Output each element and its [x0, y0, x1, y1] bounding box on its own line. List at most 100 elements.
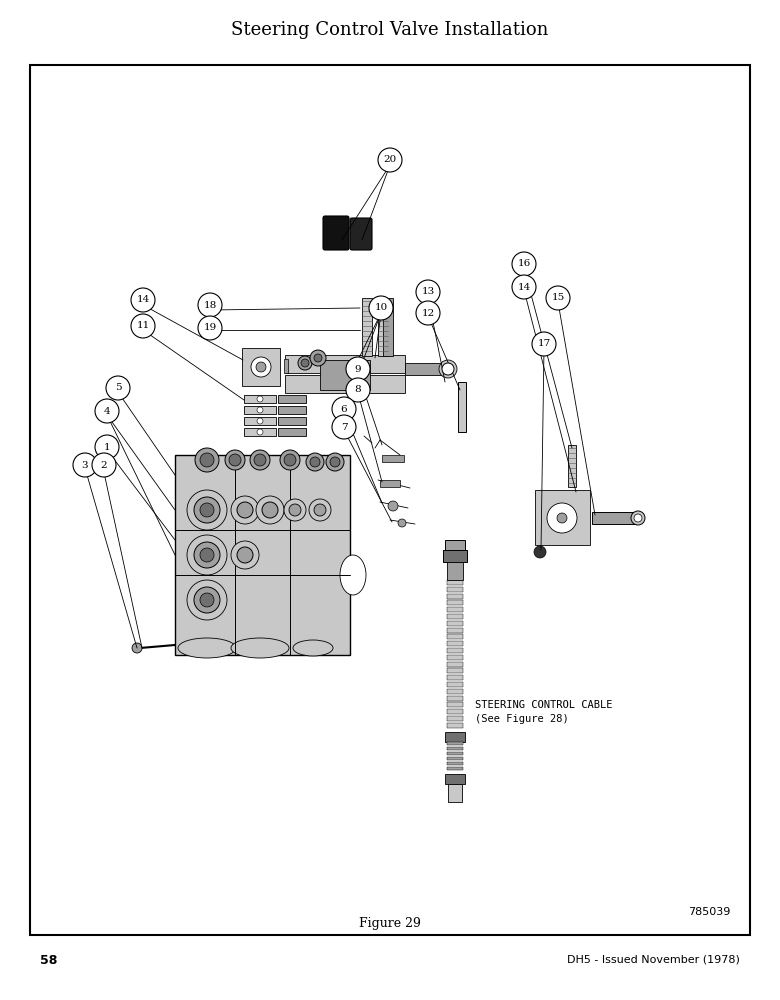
Circle shape — [330, 457, 340, 467]
Circle shape — [257, 429, 263, 435]
Bar — [447, 709, 463, 714]
Bar — [447, 702, 463, 707]
FancyBboxPatch shape — [350, 218, 372, 250]
Text: 6: 6 — [341, 404, 347, 414]
Circle shape — [237, 502, 253, 518]
Circle shape — [634, 514, 642, 522]
Circle shape — [309, 499, 331, 521]
Circle shape — [187, 490, 227, 530]
Circle shape — [237, 547, 253, 563]
Bar — [447, 668, 463, 673]
Circle shape — [284, 499, 306, 521]
Circle shape — [346, 357, 370, 381]
Bar — [383, 298, 393, 356]
Bar — [447, 762, 463, 765]
Circle shape — [106, 376, 130, 400]
Text: 13: 13 — [421, 288, 434, 296]
Circle shape — [256, 496, 284, 524]
Circle shape — [225, 450, 245, 470]
Circle shape — [198, 316, 222, 340]
Bar — [405, 363, 445, 375]
Bar — [320, 360, 370, 390]
Circle shape — [131, 314, 155, 338]
Bar — [447, 747, 463, 750]
Circle shape — [298, 356, 312, 370]
Text: 19: 19 — [204, 324, 217, 332]
Bar — [447, 648, 463, 653]
Circle shape — [512, 275, 536, 299]
Circle shape — [442, 363, 454, 375]
Circle shape — [354, 364, 362, 372]
Bar — [285, 375, 405, 393]
Circle shape — [73, 453, 97, 477]
Bar — [447, 689, 463, 694]
Circle shape — [231, 541, 259, 569]
Circle shape — [284, 454, 296, 466]
Circle shape — [416, 301, 440, 325]
Bar — [447, 600, 463, 605]
Bar — [447, 696, 463, 701]
Circle shape — [310, 457, 320, 467]
Bar — [382, 455, 404, 462]
Circle shape — [369, 296, 393, 320]
Circle shape — [257, 396, 263, 402]
Bar — [445, 774, 465, 784]
Text: 1: 1 — [104, 442, 110, 452]
Circle shape — [198, 293, 222, 317]
Text: Figure 29: Figure 29 — [359, 918, 421, 930]
Bar — [447, 662, 463, 667]
Text: 7: 7 — [341, 422, 347, 432]
Bar — [285, 355, 405, 373]
Text: STEERING CONTROL CABLE
(See Figure 28): STEERING CONTROL CABLE (See Figure 28) — [475, 700, 612, 724]
Ellipse shape — [178, 638, 236, 658]
Circle shape — [95, 435, 119, 459]
Circle shape — [200, 503, 214, 517]
Bar — [378, 298, 388, 356]
Circle shape — [416, 280, 440, 304]
Circle shape — [262, 502, 278, 518]
Circle shape — [229, 454, 241, 466]
Circle shape — [534, 546, 546, 558]
Bar — [535, 490, 590, 545]
Bar — [362, 298, 372, 356]
Text: 785039: 785039 — [688, 907, 730, 917]
Circle shape — [532, 332, 556, 356]
Text: 20: 20 — [384, 155, 396, 164]
Circle shape — [512, 252, 536, 276]
Text: 58: 58 — [40, 954, 58, 966]
Text: 16: 16 — [517, 259, 530, 268]
Circle shape — [398, 519, 406, 527]
Circle shape — [187, 535, 227, 575]
Bar — [244, 395, 276, 403]
Bar — [445, 732, 465, 742]
Circle shape — [332, 397, 356, 421]
Text: 10: 10 — [374, 304, 388, 312]
Circle shape — [187, 580, 227, 620]
Circle shape — [200, 453, 214, 467]
Ellipse shape — [293, 640, 333, 656]
Ellipse shape — [340, 555, 366, 595]
Circle shape — [195, 448, 219, 472]
Bar — [447, 675, 463, 680]
Text: 17: 17 — [537, 340, 551, 349]
Bar — [447, 621, 463, 626]
FancyBboxPatch shape — [323, 216, 349, 250]
Text: 14: 14 — [136, 296, 150, 304]
Text: 14: 14 — [517, 282, 530, 292]
Bar — [244, 417, 276, 425]
Bar — [242, 348, 280, 386]
Bar — [458, 382, 466, 432]
Text: 5: 5 — [115, 383, 122, 392]
Bar — [284, 359, 288, 373]
Bar — [447, 594, 463, 599]
Bar — [568, 445, 576, 487]
Bar — [443, 550, 467, 562]
Circle shape — [257, 407, 263, 413]
Circle shape — [350, 360, 366, 376]
Bar — [30, 65, 750, 935]
Circle shape — [256, 362, 266, 372]
Bar — [278, 417, 306, 425]
Bar — [447, 655, 463, 660]
Text: 15: 15 — [551, 294, 565, 302]
Text: 4: 4 — [104, 406, 110, 416]
